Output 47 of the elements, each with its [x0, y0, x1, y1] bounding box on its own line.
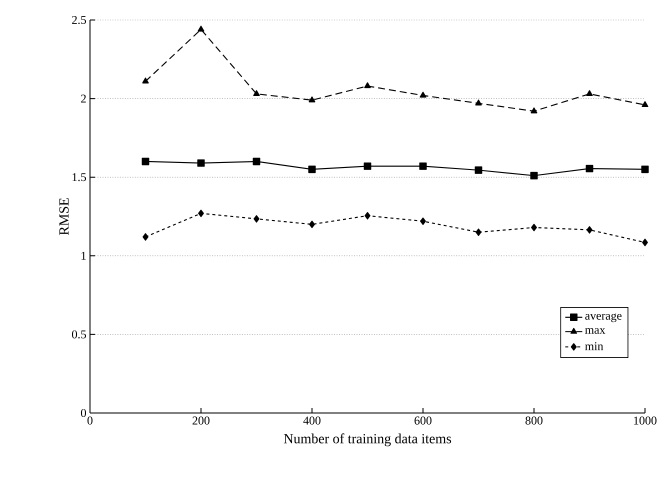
y-tick-label: 1	[82, 252, 86, 260]
point	[531, 224, 537, 232]
point	[642, 101, 648, 108]
point	[253, 90, 260, 96]
point	[142, 78, 149, 84]
x-tick-label: 600	[414, 416, 432, 425]
y-axis-title: RMSE	[59, 198, 69, 236]
y-tick-label: 1.5	[72, 173, 86, 182]
point	[364, 212, 370, 220]
point	[420, 92, 426, 98]
point	[642, 238, 648, 246]
y-tick-label: 0.5	[72, 330, 86, 338]
point	[254, 215, 260, 223]
y-tick-label: 2.5	[72, 16, 86, 24]
x-tick-label: 1000	[634, 416, 656, 425]
legend-label: min	[585, 342, 604, 350]
point	[252, 158, 260, 166]
point	[419, 162, 427, 170]
point	[197, 159, 205, 167]
point	[530, 107, 538, 114]
point	[586, 90, 593, 96]
point	[308, 166, 316, 174]
point	[308, 96, 316, 102]
legend-label: max	[585, 328, 606, 334]
point	[309, 220, 315, 228]
point	[198, 26, 204, 32]
y-tick-label: 2	[81, 94, 86, 103]
point	[198, 210, 204, 218]
x-tick-label: 400	[303, 416, 321, 425]
x-axis-title: Number of training data items	[284, 433, 452, 446]
legend-label: average	[585, 313, 622, 322]
point	[530, 172, 538, 180]
point	[142, 158, 150, 166]
x-tick-label: 200	[192, 416, 210, 425]
point	[364, 82, 371, 88]
point	[586, 164, 594, 172]
point	[474, 166, 482, 174]
y-tick-label: 0	[80, 408, 86, 418]
point	[420, 217, 426, 225]
point	[586, 226, 592, 234]
x-tick-label: 800	[525, 416, 543, 425]
point	[641, 166, 649, 174]
point	[364, 162, 372, 170]
point	[142, 233, 148, 241]
point	[476, 228, 482, 236]
point	[475, 100, 482, 106]
x-tick-label: 0	[87, 416, 93, 425]
